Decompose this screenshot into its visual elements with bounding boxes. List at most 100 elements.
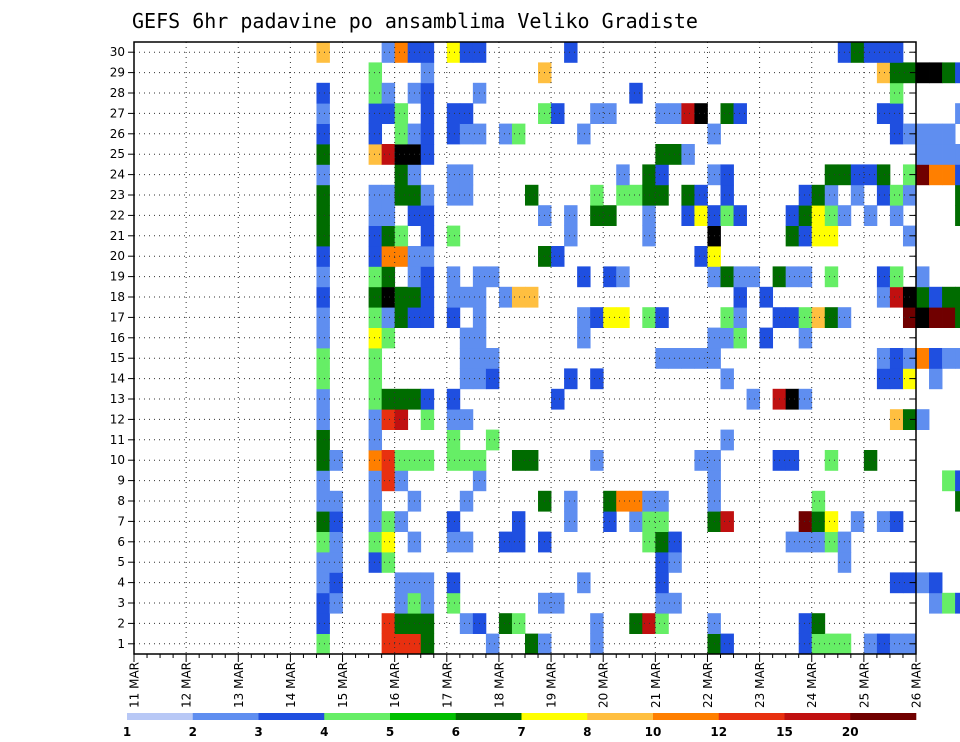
heatmap-cell <box>446 307 461 328</box>
colorbar-swatch <box>127 713 194 720</box>
heatmap-cell <box>916 144 930 165</box>
x-tick-label: 15 MAR <box>336 662 350 708</box>
heatmap-cell <box>681 348 695 369</box>
heatmap-cell <box>368 552 383 573</box>
heatmap-cell <box>629 82 643 104</box>
heatmap-cell <box>394 633 409 655</box>
y-tick-label: 7 <box>117 514 125 528</box>
heatmap-cell <box>916 266 930 288</box>
heatmap-cell <box>681 144 695 165</box>
heatmap-cell <box>368 531 383 553</box>
heatmap-cell <box>720 103 734 124</box>
heatmap-cell <box>381 246 396 267</box>
x-tick-label: 22 MAR <box>701 662 715 708</box>
heatmap-cell <box>889 205 904 226</box>
heatmap-cell <box>525 286 539 308</box>
heatmap-cell <box>394 470 409 492</box>
heatmap-cell <box>420 592 435 614</box>
heatmap-cell <box>446 429 461 451</box>
heatmap-cell <box>955 348 960 369</box>
heatmap-cell <box>694 450 708 471</box>
x-tick-label: 21 MAR <box>649 662 663 708</box>
heatmap-cell <box>368 429 383 451</box>
heatmap-cell <box>316 266 330 288</box>
heatmap-cell <box>929 348 943 369</box>
heatmap-cell <box>420 246 435 267</box>
heatmap-cell <box>955 592 960 614</box>
heatmap-cell <box>316 82 330 104</box>
heatmap-cell <box>381 184 396 206</box>
heatmap-cell <box>798 307 813 328</box>
heatmap-cell <box>733 205 747 226</box>
y-tick-label: 10 <box>110 453 125 467</box>
x-tick-label: 20 MAR <box>597 662 611 708</box>
heatmap-cell <box>889 42 904 63</box>
heatmap-cell <box>733 327 747 349</box>
heatmap-cell <box>681 205 695 226</box>
heatmap-cell <box>824 633 839 655</box>
heatmap-cell <box>785 531 800 553</box>
heatmap-cell <box>655 572 669 594</box>
heatmap-cell <box>876 164 891 186</box>
x-tick-label: 18 MAR <box>492 662 506 708</box>
heatmap-cell <box>876 184 891 206</box>
heatmap-cell <box>655 307 669 328</box>
heatmap-cell <box>616 490 630 512</box>
heatmap-cell <box>564 368 578 390</box>
heatmap-cell <box>655 184 669 206</box>
heatmap-cell <box>798 266 813 288</box>
heatmap-cell <box>824 225 839 247</box>
heatmap-cell <box>446 592 461 614</box>
heatmap-cell <box>577 266 591 288</box>
y-tick-label: 1 <box>117 637 125 651</box>
heatmap-cell <box>863 42 878 63</box>
heatmap-cell <box>316 286 330 308</box>
heatmap-cell <box>420 184 435 206</box>
heatmap-cell <box>420 205 435 226</box>
heatmap-cell <box>420 613 435 634</box>
heatmap-cell <box>733 307 747 328</box>
heatmap-cell <box>368 450 383 471</box>
heatmap-cell <box>368 307 383 328</box>
heatmap-cell <box>316 592 330 614</box>
heatmap-cell <box>420 450 435 471</box>
heatmap-cell <box>798 388 813 410</box>
heatmap-cell <box>942 286 956 308</box>
heatmap-cell <box>889 286 904 308</box>
heatmap-cell <box>655 613 669 634</box>
heatmap-cell <box>420 103 435 124</box>
heatmap-cell <box>329 531 343 553</box>
heatmap-cell <box>785 307 800 328</box>
y-tick-label: 26 <box>110 127 125 141</box>
heatmap-cell <box>929 123 943 145</box>
heatmap-cell <box>498 123 513 145</box>
y-tick-label: 16 <box>110 331 125 345</box>
heatmap-cell <box>668 531 682 553</box>
heatmap-cell <box>798 205 813 226</box>
heatmap-cell <box>629 613 643 634</box>
y-tick-label: 24 <box>110 168 125 182</box>
heatmap-cell <box>420 82 435 104</box>
y-tick-label: 22 <box>110 208 125 222</box>
heatmap-cell <box>811 184 826 206</box>
heatmap-cell <box>811 613 826 634</box>
heatmap-cell <box>368 409 383 430</box>
y-tick-label: 23 <box>110 188 125 202</box>
heatmap-cell <box>798 184 813 206</box>
heatmap-cell <box>394 307 409 328</box>
heatmap-cell <box>381 327 396 349</box>
heatmap-cell <box>929 164 943 186</box>
heatmap-cell <box>381 42 396 63</box>
x-tick-label: 26 MAR <box>910 662 924 708</box>
heatmap-cell <box>629 184 643 206</box>
y-tick-label: 4 <box>117 576 125 590</box>
heatmap-cell <box>916 307 930 328</box>
x-tick-label: 11 MAR <box>128 662 142 708</box>
heatmap-cell <box>655 144 669 165</box>
heatmap-cell <box>394 613 409 634</box>
heatmap-cell <box>316 348 330 369</box>
colorbar-label: 10 <box>645 725 662 739</box>
heatmap-cell <box>720 184 734 206</box>
x-tick-label: 23 MAR <box>753 662 767 708</box>
heatmap-cell <box>955 205 960 226</box>
